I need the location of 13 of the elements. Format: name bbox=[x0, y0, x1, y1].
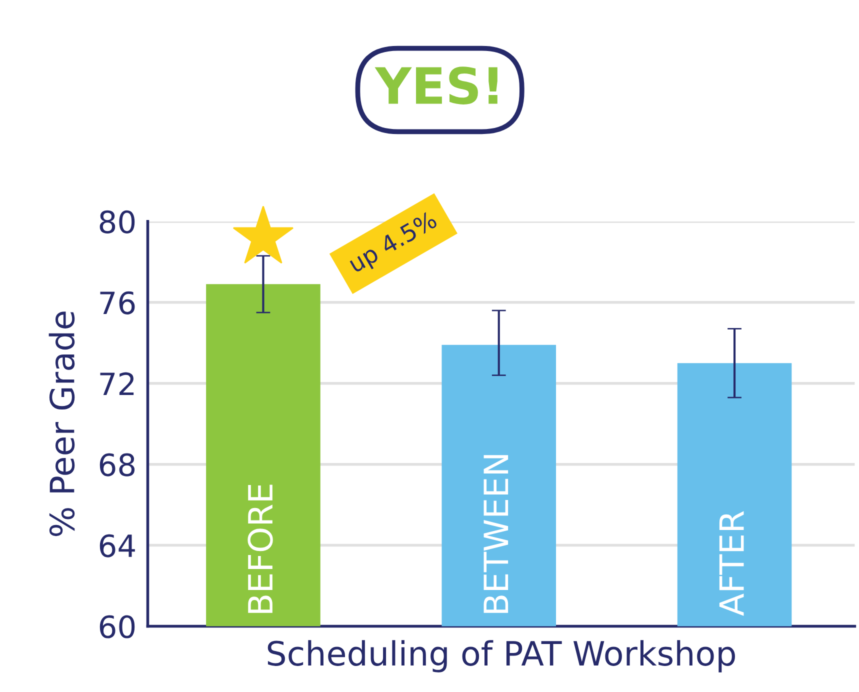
x-tick-label: BETWEEN bbox=[484, 455, 508, 613]
x-tick-label: AFTER bbox=[719, 511, 744, 616]
y-tick-label: 60 bbox=[100, 615, 135, 638]
x-axis-title: Scheduling of PAT Workshop bbox=[268, 640, 735, 672]
y-tick-label: 64 bbox=[100, 534, 135, 558]
y-tick-label: 72 bbox=[100, 372, 134, 395]
x-tick-label: BEFORE bbox=[248, 484, 273, 613]
y-tick-label: 80 bbox=[100, 210, 135, 234]
chart-title: YES! bbox=[374, 66, 498, 104]
y-axis-title: % Peer Grade bbox=[48, 312, 75, 536]
annotation: up 4.5% bbox=[347, 210, 440, 277]
y-tick-label: 68 bbox=[100, 453, 135, 476]
y-tick-label: 76 bbox=[100, 291, 135, 314]
